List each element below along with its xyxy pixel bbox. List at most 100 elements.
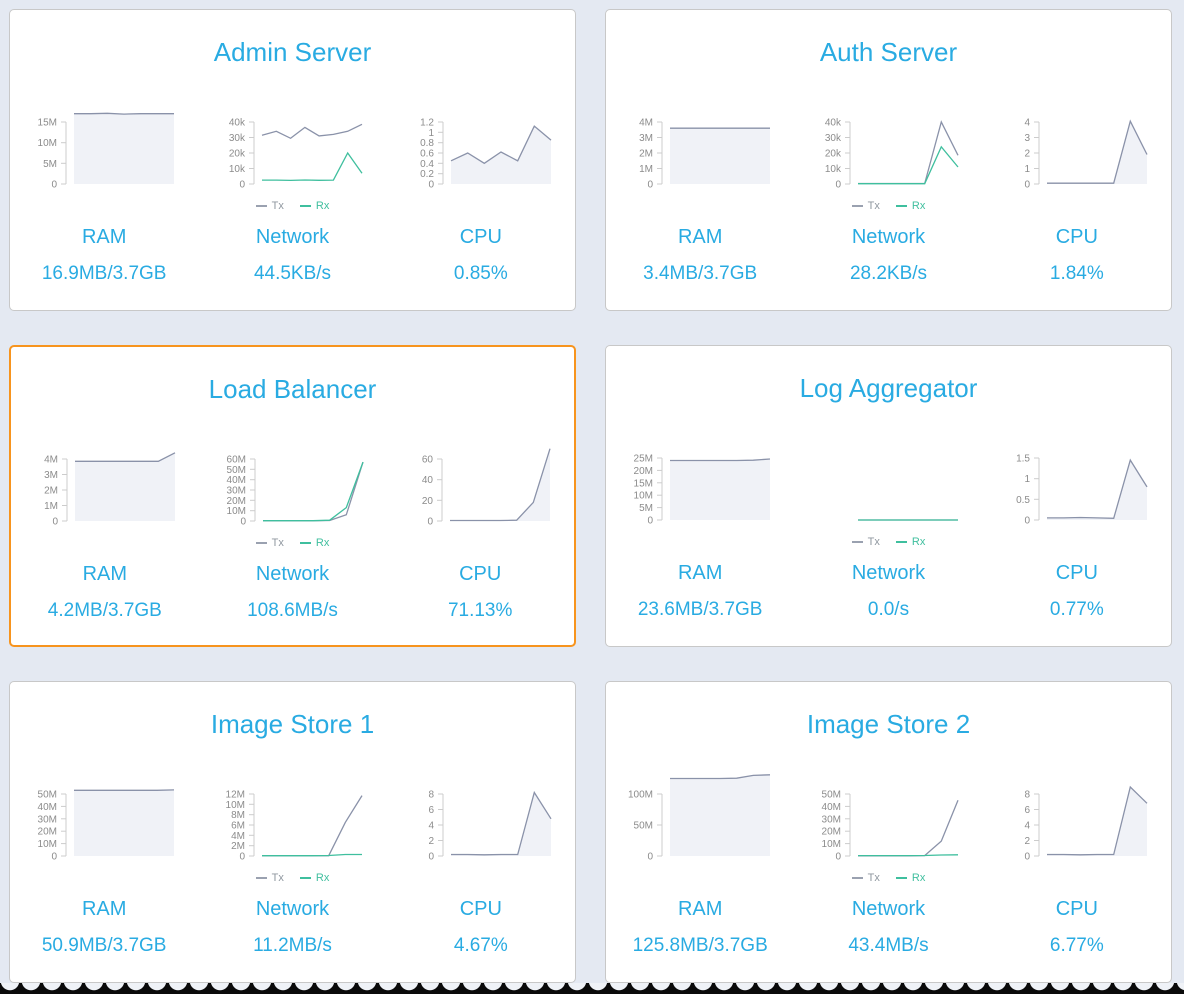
server-card-image-store-1[interactable]: Image Store 1 0 10M 20M 30M 40M 50M RAM 50.9M… (9, 681, 576, 983)
server-title: Image Store 2 (806, 709, 971, 739)
svg-text:40M: 40M (822, 802, 841, 813)
svg-text:6: 6 (428, 805, 434, 816)
ram-chart: 0 1M 2M 3M 4M (44, 452, 176, 528)
svg-text:1.5: 1.5 (1016, 454, 1030, 465)
rx-line-swatch (299, 877, 311, 879)
tx-legend: Tx (255, 537, 284, 549)
svg-text:3M: 3M (44, 470, 58, 481)
svg-text:6M: 6M (232, 821, 246, 832)
rx-legend-label: Rx (911, 872, 926, 884)
server-card-log-aggregator[interactable]: Log Aggregator 0 5M 10M 15M 20M 25M RAM 23.6M… (605, 345, 1172, 647)
svg-text:100M: 100M (628, 790, 653, 801)
tx-legend-label: Tx (867, 536, 880, 548)
metric-label: Network (851, 562, 926, 584)
svg-text:0: 0 (240, 517, 246, 528)
rx-line-swatch (895, 205, 907, 207)
network-chart: 0 10k 20k 30k 40k (229, 118, 364, 191)
tx-legend: Tx (851, 872, 880, 884)
svg-text:2: 2 (428, 836, 434, 847)
rx-legend: Rx (299, 537, 330, 549)
metric-value: 4.2MB/3.7GB (47, 600, 162, 621)
metric-value: 125.8MB/3.7GB (632, 935, 768, 956)
network-legend: Tx Rx (255, 533, 330, 553)
svg-text:15M: 15M (634, 478, 653, 489)
metric-value: 23.6MB/3.7GB (637, 599, 763, 620)
svg-text:5M: 5M (639, 503, 653, 514)
metric-network: 0 2M 4M 6M 8M 10M 12M Tx Rx Network 11.2MB/s (198, 754, 386, 957)
svg-text:12M: 12M (226, 790, 245, 801)
metric-cpu: 0 0.5 1 1.5 CPU 0.77% (983, 418, 1171, 621)
rx-legend-label: Rx (315, 537, 330, 549)
svg-text:10M: 10M (226, 506, 245, 517)
svg-text:8M: 8M (232, 810, 246, 821)
svg-text:0: 0 (240, 180, 246, 191)
server-card-auth-server[interactable]: Auth Server 0 1M 2M 3M 4M RAM 3.4MB/3.7GB 0 1… (605, 9, 1172, 311)
server-title: Image Store 1 (210, 709, 375, 739)
svg-text:20k: 20k (825, 149, 842, 160)
rx-legend: Rx (299, 200, 330, 212)
rx-legend: Rx (895, 872, 926, 884)
cpu-chart: 0 2 4 6 8 (428, 790, 552, 863)
svg-text:0: 0 (52, 517, 58, 528)
metric-cpu: 0 2 4 6 8 CPU 4.67% (387, 754, 575, 957)
tx-legend: Tx (255, 872, 284, 884)
metric-cpu: 0 0.2 0.4 0.6 0.8 1 1.2 CPU 0.85% (387, 82, 575, 285)
svg-text:0: 0 (648, 516, 654, 527)
svg-text:0.5: 0.5 (1016, 495, 1030, 506)
svg-text:10k: 10k (229, 164, 246, 175)
metric-label: Network (255, 898, 330, 920)
svg-text:30M: 30M (226, 486, 245, 497)
metric-network: Tx Rx Network 0.0/s (794, 418, 982, 621)
svg-text:40k: 40k (229, 118, 246, 129)
metric-label: RAM (677, 898, 723, 920)
metric-value: 16.9MB/3.7GB (41, 263, 167, 284)
svg-text:20M: 20M (634, 466, 653, 477)
metric-value: 108.6MB/s (247, 600, 338, 621)
svg-text:50M: 50M (38, 790, 57, 801)
metric-label: Network (851, 898, 926, 920)
rx-line-swatch (895, 541, 907, 543)
svg-text:4: 4 (1024, 821, 1030, 832)
svg-text:30k: 30k (825, 133, 842, 144)
rx-legend-label: Rx (315, 200, 330, 212)
tx-line-swatch (851, 541, 863, 543)
server-card-admin-server[interactable]: Admin Server 0 5M 10M 15M RAM 16.9MB/3.7GB … (9, 9, 576, 311)
metrics-row: 0 1M 2M 3M 4M RAM 4.2MB/3.7GB 0 10M 20M 30M 40M 5… (11, 419, 574, 622)
metric-value: 6.77% (1049, 935, 1104, 956)
server-title: Auth Server (819, 37, 958, 67)
metric-value: 11.2MB/s (253, 935, 332, 956)
server-card-load-balancer[interactable]: Load Balancer 0 1M 2M 3M 4M RAM 4.2MB/3.7GB … (9, 345, 576, 647)
metric-ram: 0 1M 2M 3M 4M RAM 4.2MB/3.7GB (11, 419, 199, 622)
rx-legend-label: Rx (911, 200, 926, 212)
rx-legend: Rx (895, 200, 926, 212)
metric-network: 0 10M 20M 30M 40M 50M 60M Tx Rx Network 108.6M… (199, 419, 387, 622)
svg-text:40M: 40M (226, 475, 245, 486)
svg-text:50M: 50M (634, 821, 653, 832)
metric-value: 0.85% (453, 263, 508, 284)
svg-text:5M: 5M (43, 159, 57, 170)
svg-text:20: 20 (422, 496, 434, 507)
svg-text:0: 0 (52, 180, 58, 191)
cpu-chart: 0 2 4 6 8 (1024, 785, 1148, 863)
tx-legend: Tx (255, 200, 284, 212)
tx-legend-label: Tx (867, 872, 880, 884)
tx-line-swatch (851, 205, 863, 207)
metric-value: 4.67% (453, 935, 508, 956)
server-card-image-store-2[interactable]: Image Store 2 0 50M 100M RAM 125.8MB/3.7GB… (605, 681, 1172, 983)
metric-cpu: 0 2 4 6 8 CPU 6.77% (983, 754, 1171, 957)
server-title: Load Balancer (208, 374, 377, 404)
network-legend: Tx Rx (851, 532, 925, 552)
svg-text:40: 40 (422, 475, 434, 486)
svg-text:15M: 15M (38, 118, 57, 129)
svg-text:60M: 60M (226, 455, 245, 466)
svg-text:0.2: 0.2 (420, 169, 434, 180)
network-legend: Tx Rx (255, 196, 330, 216)
svg-text:50M: 50M (226, 465, 245, 476)
svg-text:40M: 40M (38, 802, 57, 813)
metrics-row: 0 5M 10M 15M 20M 25M RAM 23.6MB/3.7GB Tx Rx N… (606, 418, 1171, 621)
metrics-row: 0 5M 10M 15M RAM 16.9MB/3.7GB 0 10k 20k 30k 40k… (10, 82, 575, 285)
svg-text:1M: 1M (639, 164, 653, 175)
svg-text:0: 0 (240, 852, 246, 863)
